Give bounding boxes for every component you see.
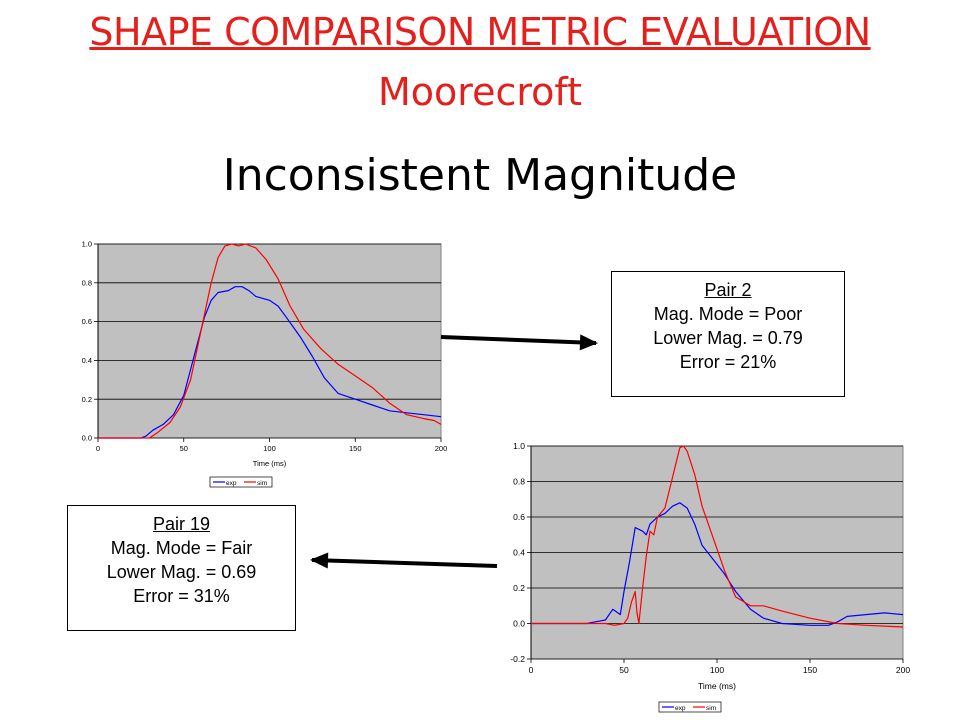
chart-1-legend [209, 476, 273, 488]
chart-1-x-axis-label: Time (ms) [253, 459, 287, 468]
pair-2-header: Pair 2 [704, 280, 752, 300]
pair-19-header: Pair 19 [152, 514, 211, 534]
chart-2-legend-label-sim: sim [706, 705, 716, 712]
chart-1-ytick-label: 0.0 [82, 434, 92, 443]
chart-1-series-sim [98, 243, 442, 439]
arrow-to-pair-19-shaft [311, 558, 498, 568]
chart-2-legend [658, 701, 722, 713]
chart-2-x-axis-label: Time (ms) [698, 681, 736, 691]
chart-2-xtick-label: 150 [803, 665, 817, 675]
chart-2-ytick-label: -0.2 [510, 654, 525, 664]
chart-1-legend-label-sim: sim [257, 480, 267, 487]
pair-2-lower-mag: Lower Mag. = 0.79 [653, 328, 803, 348]
chart-2-xtick-label: 200 [896, 665, 910, 675]
chart-2-ytick-label: 0.0 [513, 618, 525, 628]
chart-2-ytick-label: 1.0 [513, 441, 525, 451]
chart-2-series-sim [531, 445, 904, 628]
chart-1-legend-label-exp: exp [226, 480, 237, 487]
arrow-to-pair-2-head [579, 334, 598, 351]
pair-19-info-box: Pair 19 Mag. Mode = Fair Lower Mag. = 0.… [67, 505, 296, 631]
chart-1-ytick-label: 0.6 [82, 317, 92, 326]
pair-19-mag-mode: Mag. Mode = Fair [110, 538, 253, 558]
chart-2-xtick-label: 50 [619, 665, 629, 675]
chart-1-series-exp [98, 286, 442, 439]
slide-title: SHAPE COMPARISON METRIC EVALUATION [89, 10, 871, 54]
arrow-to-pair-19-head [310, 552, 329, 569]
chart-1-ytick-label: 0.4 [82, 356, 92, 365]
chart-2-ytick-label: 0.8 [513, 476, 525, 486]
pair-2-error: Error = 21% [679, 352, 777, 372]
chart-1-ytick-label: 0.8 [82, 278, 92, 287]
pair-2-info-box: Pair 2 Mag. Mode = Poor Lower Mag. = 0.7… [611, 271, 845, 397]
chart-2-series-exp [531, 502, 904, 626]
chart-1-ytick-label: 1.0 [82, 240, 92, 249]
chart-2-ytick-label: 0.4 [513, 547, 525, 557]
chart-1-xtick-label: 50 [180, 444, 188, 453]
pair-19-error: Error = 31% [133, 586, 230, 606]
chart-1-xtick-label: 0 [96, 444, 100, 453]
chart-1-xtick-label: 100 [263, 444, 276, 453]
pair-2-mag-mode: Mag. Mode = Poor [653, 304, 803, 324]
chart-2-xtick-label: 100 [710, 665, 724, 675]
slide-subtitle: Moorecroft [378, 70, 582, 114]
chart-2-ytick-label: 0.6 [513, 512, 525, 522]
chart-1-xtick-label: 200 [435, 444, 448, 453]
chart-2-ytick-label: 0.2 [513, 583, 525, 593]
chart-1-xtick-label: 150 [349, 444, 362, 453]
chart-1-ytick-label: 0.2 [82, 395, 92, 404]
pair-19-lower-mag: Lower Mag. = 0.69 [106, 562, 257, 582]
slide-heading: Inconsistent Magnitude [222, 150, 738, 201]
chart-2-legend-label-exp: exp [675, 705, 686, 712]
arrow-to-pair-2-shaft [440, 335, 597, 345]
chart-1-plot-area [97, 243, 442, 439]
chart-2-xtick-label: 0 [529, 665, 534, 675]
